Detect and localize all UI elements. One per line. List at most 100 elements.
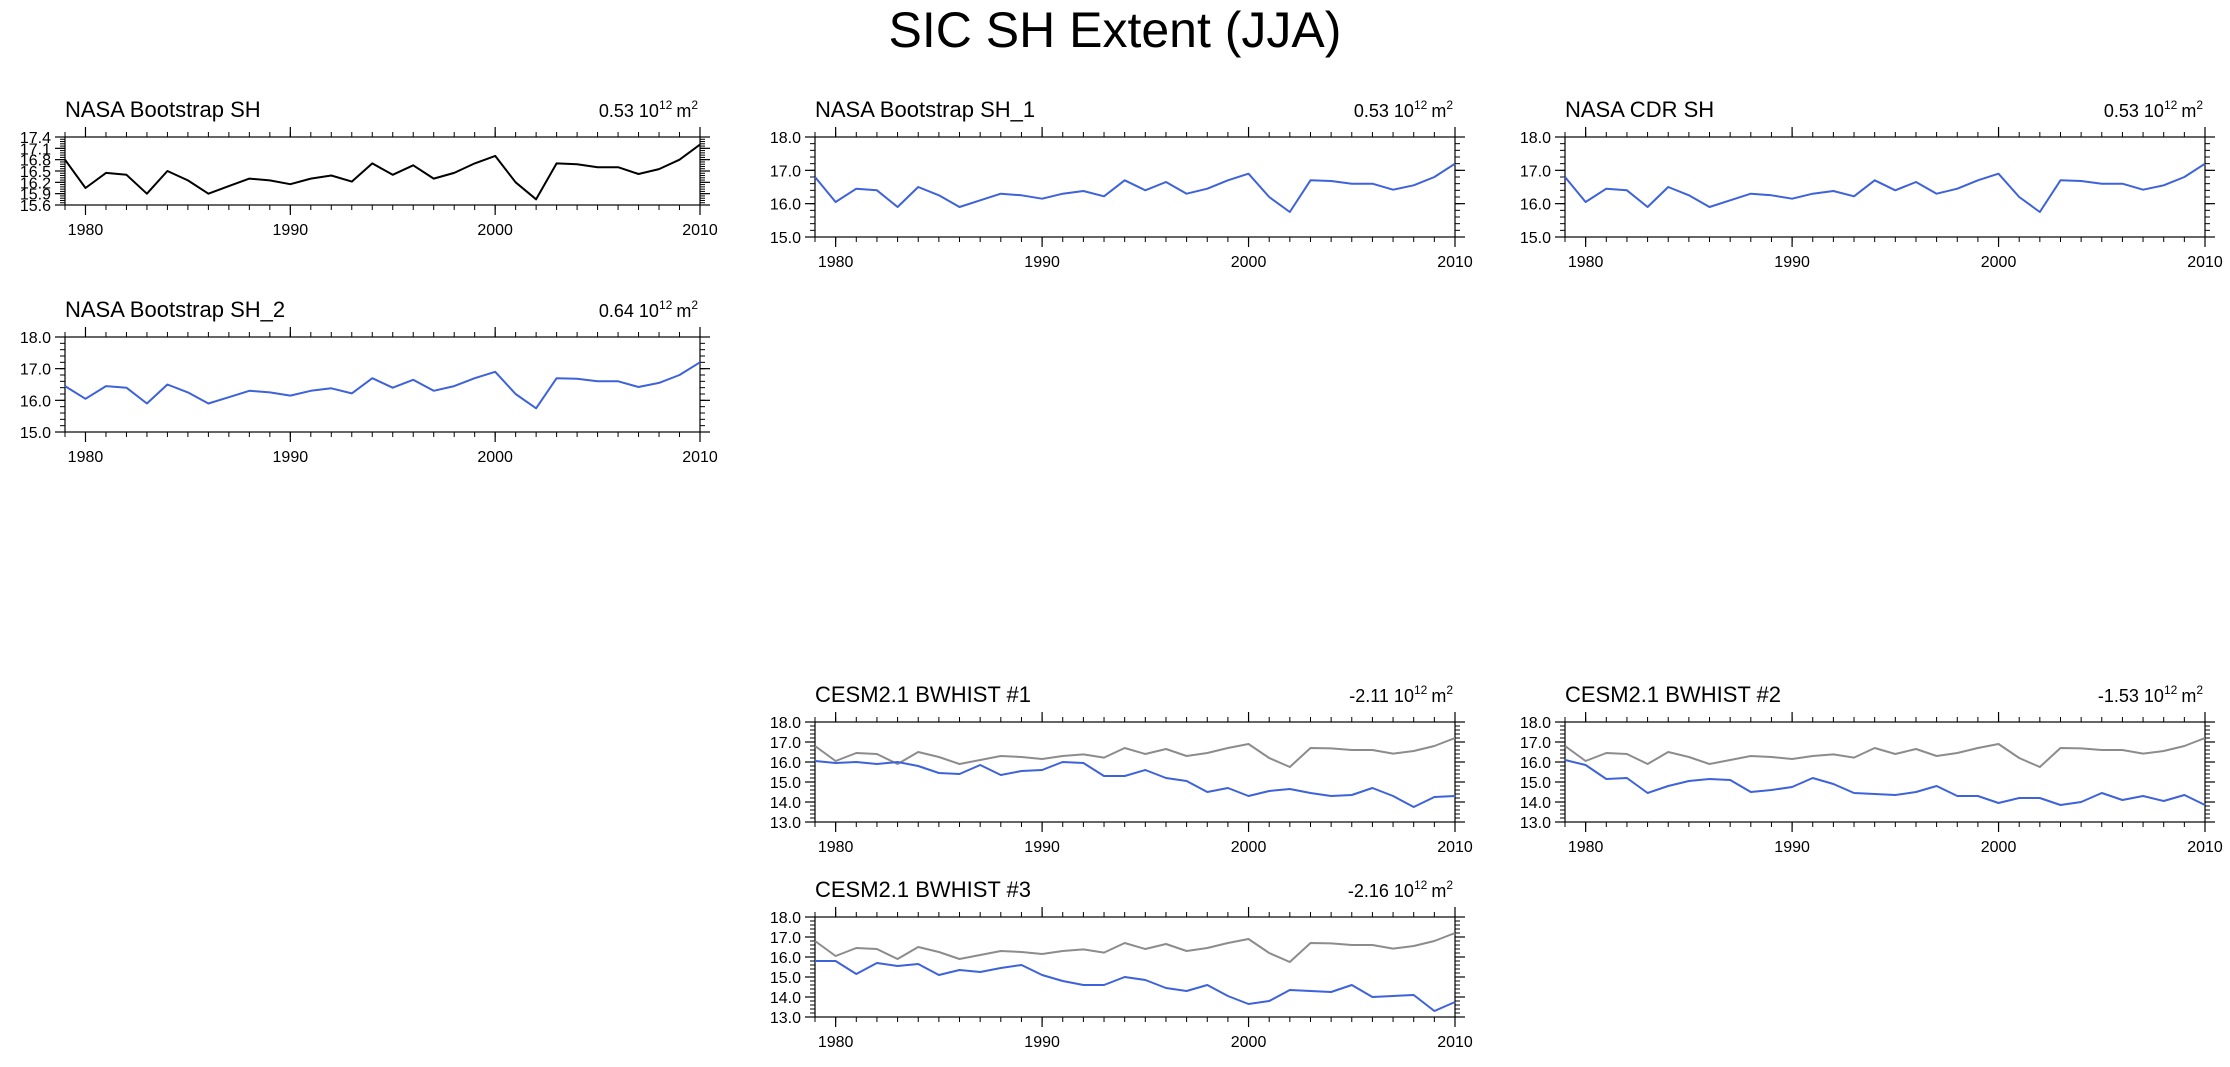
panel-title: CESM2.1 BWHIST #1 bbox=[815, 682, 1031, 707]
x-tick-label: 1980 bbox=[1568, 839, 1604, 856]
panel-nasa-cdr-sh: NASA CDR SH 0.53 1012 m2 15.0 16.0 17.0 18.0 19… bbox=[1520, 97, 2223, 271]
x-tick-label: 2010 bbox=[682, 449, 718, 466]
x-tick-label: 1990 bbox=[1024, 254, 1060, 271]
trend-value: 0.53 10 bbox=[2104, 101, 2164, 121]
x-tick-label: 2000 bbox=[477, 449, 513, 466]
x-tick-label: 1990 bbox=[273, 449, 309, 466]
trend-exponent: 12 bbox=[659, 98, 673, 112]
x-tick-label: 1990 bbox=[1774, 254, 1810, 271]
series-line-observed bbox=[64, 143, 701, 201]
x-tick-label: 2010 bbox=[682, 222, 718, 239]
trend-unit-exponent: 2 bbox=[1446, 878, 1453, 892]
x-tick-label: 1980 bbox=[68, 449, 104, 466]
series-line-reference bbox=[1564, 737, 2206, 768]
y-tick-label: 16.0 bbox=[20, 393, 51, 410]
series-line-model bbox=[1564, 162, 2206, 213]
x-tick-label: 1990 bbox=[1024, 839, 1060, 856]
x-tick-label: 1980 bbox=[1568, 254, 1604, 271]
y-tick-label: 15.0 bbox=[770, 775, 801, 792]
y-tick-label: 18.0 bbox=[1520, 130, 1551, 147]
x-tick-label: 2010 bbox=[1437, 1034, 1473, 1051]
trend-exponent: 12 bbox=[1414, 683, 1428, 697]
y-tick-label: 15.0 bbox=[770, 970, 801, 987]
panel-cesm-bwhist-1: CESM2.1 BWHIST #1 -2.11 1012 m2 13.0 14.0 15.… bbox=[770, 682, 1473, 856]
trend-unit-exponent: 2 bbox=[1446, 683, 1453, 697]
series-line-model bbox=[814, 162, 1456, 213]
y-tick-label: 16.0 bbox=[1520, 755, 1551, 772]
trend-annotation: 0.64 1012 m2 bbox=[599, 298, 698, 321]
trend-value: 0.64 10 bbox=[599, 301, 659, 321]
plot-frame bbox=[814, 136, 1456, 238]
x-tick-label: 2010 bbox=[2187, 839, 2223, 856]
page-title: SIC SH Extent (JJA) bbox=[888, 2, 1342, 58]
y-tick-label: 18.0 bbox=[20, 330, 51, 347]
plot-frame bbox=[64, 136, 701, 206]
trend-annotation: 0.53 1012 m2 bbox=[599, 98, 698, 121]
trend-value: -1.53 10 bbox=[2098, 686, 2164, 706]
y-tick-label: 18.0 bbox=[1520, 715, 1551, 732]
x-tick-label: 2000 bbox=[1981, 839, 2017, 856]
series-line-model bbox=[64, 361, 701, 410]
panel-nasa-bootstrap-sh-2: NASA Bootstrap SH_2 0.64 1012 m2 15.0 16.0 17… bbox=[20, 297, 718, 466]
x-tick-label: 1990 bbox=[1774, 839, 1810, 856]
panel-title: NASA Bootstrap SH_1 bbox=[815, 97, 1035, 122]
y-tick-label: 16.0 bbox=[1520, 197, 1551, 214]
y-tick-label: 17.4 bbox=[20, 130, 51, 147]
trend-unit-exponent: 2 bbox=[2196, 683, 2203, 697]
y-tick-label: 16.0 bbox=[770, 197, 801, 214]
y-tick-label: 17.0 bbox=[770, 930, 801, 947]
y-tick-label: 17.0 bbox=[770, 163, 801, 180]
y-tick-label: 14.0 bbox=[770, 795, 801, 812]
x-tick-label: 2000 bbox=[1231, 254, 1267, 271]
panel-title: NASA Bootstrap SH bbox=[65, 97, 261, 122]
plot-frame bbox=[814, 916, 1456, 1018]
plot-frame bbox=[64, 336, 701, 433]
y-tick-label: 18.0 bbox=[770, 910, 801, 927]
trend-exponent: 12 bbox=[1414, 878, 1428, 892]
trend-unit: m bbox=[1431, 686, 1446, 706]
panel-nasa-bootstrap-sh-1: NASA Bootstrap SH_1 0.53 1012 m2 15.0 16.0 17… bbox=[770, 97, 1473, 271]
trend-unit: m bbox=[676, 301, 691, 321]
trend-unit-exponent: 2 bbox=[2196, 98, 2203, 112]
x-tick-label: 2000 bbox=[1981, 254, 2017, 271]
trend-unit: m bbox=[1431, 101, 1446, 121]
series-line-model bbox=[815, 960, 1456, 1012]
trend-value: 0.53 10 bbox=[1354, 101, 1414, 121]
y-tick-label: 15.9 bbox=[20, 187, 51, 204]
panel-cesm-bwhist-2: CESM2.1 BWHIST #2 -1.53 1012 m2 13.0 14.0 15.… bbox=[1520, 682, 2223, 856]
x-tick-label: 2000 bbox=[477, 222, 513, 239]
panel-title: NASA Bootstrap SH_2 bbox=[65, 297, 285, 322]
panel-cesm-bwhist-3: CESM2.1 BWHIST #3 -2.16 1012 m2 13.0 14.0 15.… bbox=[770, 877, 1473, 1051]
trend-annotation: -2.16 1012 m2 bbox=[1348, 878, 1453, 901]
y-tick-label: 15.6 bbox=[20, 198, 51, 215]
series-line-model bbox=[814, 760, 1456, 808]
y-tick-label: 16.0 bbox=[770, 950, 801, 967]
series-line-reference bbox=[814, 737, 1456, 768]
y-tick-label: 16.8 bbox=[20, 153, 51, 170]
x-tick-label: 1990 bbox=[1024, 1034, 1060, 1051]
plot-frame bbox=[1564, 721, 2206, 823]
trend-value: -2.11 10 bbox=[1349, 686, 1414, 706]
y-tick-label: 16.2 bbox=[20, 175, 51, 192]
y-tick-label: 15.0 bbox=[1520, 775, 1551, 792]
x-tick-label: 2010 bbox=[1437, 839, 1473, 856]
trend-exponent: 12 bbox=[2164, 683, 2178, 697]
x-tick-label: 2010 bbox=[2187, 254, 2223, 271]
trend-annotation: -2.11 1012 m2 bbox=[1349, 683, 1453, 706]
trend-exponent: 12 bbox=[659, 298, 673, 312]
y-tick-label: 16.5 bbox=[20, 164, 51, 181]
trend-unit-exponent: 2 bbox=[691, 298, 698, 312]
y-tick-label: 15.0 bbox=[1520, 230, 1551, 247]
y-tick-label: 17.0 bbox=[20, 362, 51, 379]
y-tick-label: 13.0 bbox=[770, 815, 801, 832]
y-tick-label: 13.0 bbox=[1520, 815, 1551, 832]
trend-unit-exponent: 2 bbox=[691, 98, 698, 112]
x-tick-label: 2000 bbox=[1231, 1034, 1267, 1051]
plot-frame bbox=[814, 721, 1456, 823]
trend-unit-exponent: 2 bbox=[1446, 98, 1453, 112]
y-tick-label: 18.0 bbox=[770, 715, 801, 732]
trend-unit: m bbox=[2181, 686, 2196, 706]
series-line-model bbox=[1564, 759, 2206, 806]
x-tick-label: 1980 bbox=[818, 1034, 854, 1051]
